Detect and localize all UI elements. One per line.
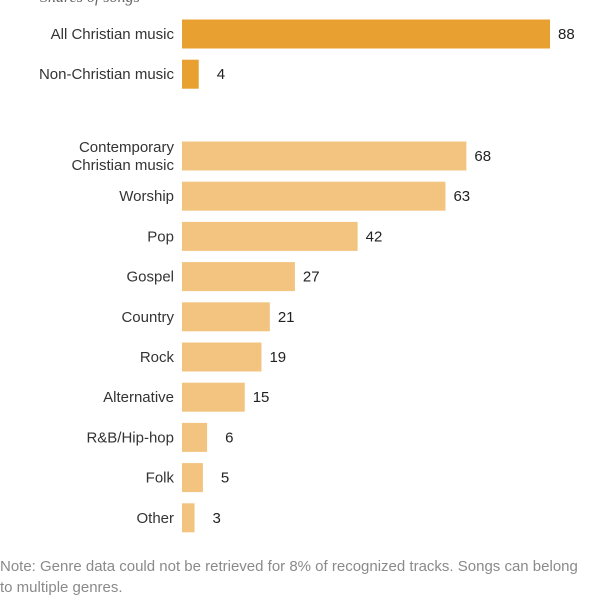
category-label-non-christian-music: Non-Christian music — [39, 66, 175, 83]
category-label-other: Other — [136, 510, 174, 527]
bar-worship — [182, 181, 446, 211]
value-label-country: 21 — [278, 309, 295, 326]
category-label-folk: Folk — [146, 470, 175, 487]
bar-non-christian-music — [182, 59, 199, 89]
category-label-rock: Rock — [140, 349, 175, 366]
bar-all-christian-music — [182, 19, 550, 49]
value-label-non-christian-music: 4 — [217, 66, 225, 83]
value-label-rock: 19 — [269, 349, 286, 366]
category-label-gospel: Gospel — [126, 269, 174, 286]
chart-note: Note: Genre data could not be retrieved … — [0, 558, 578, 596]
bar-country — [182, 302, 270, 332]
bar-r-b-hip-hop — [182, 422, 208, 452]
cut-off-title: Shares of songs — [40, 0, 140, 6]
bars-layer: All Christian music 88 Non-Christian music… — [39, 19, 575, 533]
bar-alternative — [182, 382, 245, 412]
category-label-all-christian-music: All Christian music — [51, 26, 175, 43]
bar-contemporary-christian-music — [182, 141, 467, 171]
value-label-gospel: 27 — [303, 269, 320, 286]
value-label-pop: 42 — [366, 228, 383, 245]
bar-chart: Shares of songs All Christian music 88 Non… — [39, 0, 575, 533]
category-label-worship: Worship — [119, 188, 174, 205]
value-label-worship: 63 — [453, 188, 470, 205]
bar-pop — [182, 221, 358, 251]
category-label-country: Country — [121, 309, 174, 326]
value-label-contemporary-christian-music: 68 — [474, 148, 491, 165]
bar-gospel — [182, 262, 295, 292]
bar-other — [182, 503, 195, 533]
value-label-alternative: 15 — [253, 389, 270, 406]
category-label-r-b-hip-hop: R&B/Hip-hop — [86, 429, 174, 446]
bar-rock — [182, 342, 262, 372]
category-label-pop: Pop — [147, 228, 174, 245]
category-label-contemporary-christian-music: Contemporary Christian music — [71, 139, 174, 174]
value-label-folk: 5 — [221, 470, 229, 487]
value-label-other: 3 — [213, 510, 221, 527]
value-label-r-b-hip-hop: 6 — [225, 429, 233, 446]
value-label-all-christian-music: 88 — [558, 26, 575, 43]
bar-folk — [182, 463, 203, 493]
category-label-alternative: Alternative — [103, 389, 174, 406]
